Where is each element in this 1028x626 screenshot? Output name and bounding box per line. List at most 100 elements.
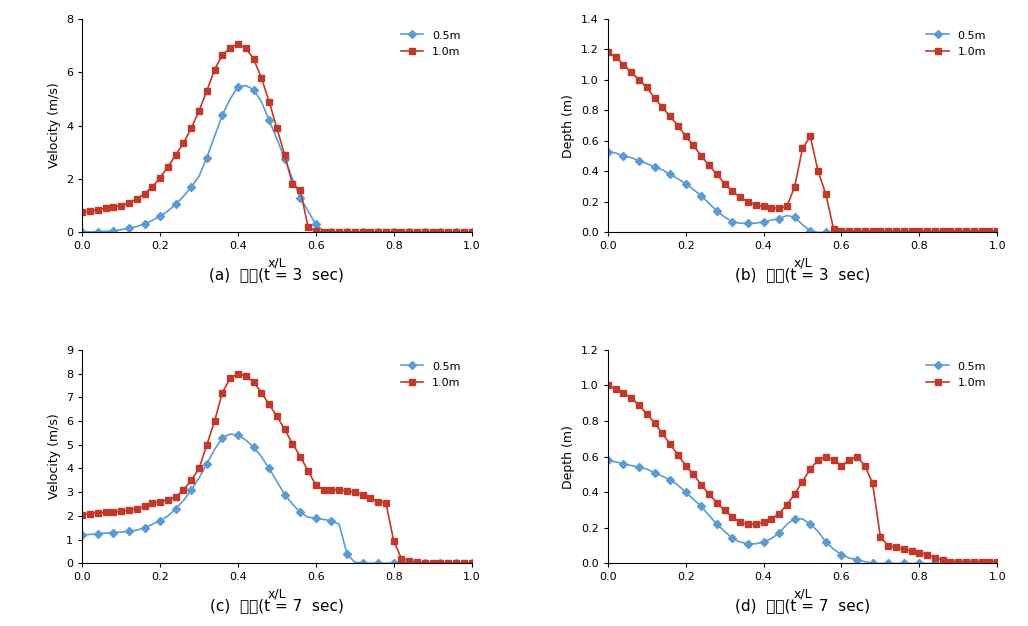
1.0m [200,87,213,95]
1.0m [858,462,871,470]
Text: (c)  유속(t = 7  sec): (c) 유속(t = 7 sec) [210,598,343,613]
1.0m [601,49,614,56]
0.5m [341,550,354,558]
0.5m [364,560,376,567]
1.0m [991,558,1003,565]
1.0m [719,506,731,514]
Y-axis label: Velocity (m/s): Velocity (m/s) [47,414,61,500]
X-axis label: x/L: x/L [267,257,286,270]
1.0m [325,228,337,236]
0.5m [867,560,879,567]
0.5m [601,148,614,155]
1.0m [688,471,700,478]
1.0m [890,227,903,235]
1.0m [193,464,206,472]
1.0m [193,107,206,115]
Text: (d)  수심(t = 7  sec): (d) 수심(t = 7 sec) [735,598,870,613]
0.5m [890,228,903,236]
Legend: 0.5m, 1.0m: 0.5m, 1.0m [921,356,992,394]
Line: 1.0m: 1.0m [79,41,474,235]
0.5m [726,535,738,542]
1.0m [457,228,470,236]
Legend: 0.5m, 1.0m: 0.5m, 1.0m [396,24,466,63]
0.5m [76,531,88,539]
Y-axis label: Velocity (m/s): Velocity (m/s) [47,83,61,168]
0.5m [991,560,1003,567]
0.5m [719,213,731,221]
Line: 0.5m: 0.5m [605,458,1000,566]
1.0m [601,382,614,389]
0.5m [193,173,206,180]
Text: (a)  유속(t = 3  sec): (a) 유속(t = 3 sec) [210,267,344,282]
1.0m [466,560,478,567]
0.5m [867,228,879,236]
1.0m [200,441,213,448]
1.0m [76,208,88,216]
1.0m [76,511,88,518]
0.5m [372,560,384,567]
0.5m [688,496,700,503]
0.5m [161,512,174,520]
0.5m [466,228,478,236]
0.5m [161,207,174,215]
0.5m [193,475,206,482]
Line: 0.5m: 0.5m [79,83,474,235]
1.0m [372,228,384,236]
0.5m [601,456,614,464]
Line: 1.0m: 1.0m [605,49,1000,233]
0.5m [372,228,384,236]
0.5m [983,560,995,567]
1.0m [983,558,995,565]
0.5m [858,558,871,565]
0.5m [688,186,700,193]
Legend: 0.5m, 1.0m: 0.5m, 1.0m [921,24,992,63]
1.0m [719,180,731,187]
1.0m [427,560,439,567]
1.0m [348,228,361,236]
X-axis label: x/L: x/L [794,257,812,270]
0.5m [457,560,470,567]
1.0m [466,228,478,236]
0.5m [983,228,995,236]
X-axis label: x/L: x/L [267,588,286,601]
0.5m [200,460,213,468]
0.5m [812,228,824,236]
Y-axis label: Depth (m): Depth (m) [562,424,576,488]
0.5m [333,228,345,236]
X-axis label: x/L: x/L [794,588,812,601]
0.5m [719,528,731,535]
1.0m [726,513,738,521]
0.5m [224,430,236,438]
Y-axis label: Depth (m): Depth (m) [562,94,576,158]
0.5m [240,82,252,90]
Text: (b)  수심(t = 3  sec): (b) 수심(t = 3 sec) [735,267,870,282]
Line: 1.0m: 1.0m [605,382,1000,565]
1.0m [688,141,700,149]
1.0m [867,227,879,235]
1.0m [231,370,244,377]
1.0m [882,542,894,550]
0.5m [76,228,88,235]
1.0m [161,496,174,503]
Line: 1.0m: 1.0m [79,371,474,566]
1.0m [457,560,470,567]
1.0m [983,227,995,235]
1.0m [364,495,376,502]
0.5m [726,218,738,225]
1.0m [945,558,957,565]
0.5m [457,228,470,236]
Line: 0.5m: 0.5m [79,431,474,566]
Legend: 0.5m, 1.0m: 0.5m, 1.0m [396,356,466,394]
0.5m [466,560,478,567]
1.0m [991,227,1003,235]
0.5m [348,228,361,236]
1.0m [341,487,354,495]
1.0m [231,41,244,48]
1.0m [161,163,174,171]
0.5m [200,154,213,162]
1.0m [726,187,738,195]
Line: 0.5m: 0.5m [605,149,1000,235]
1.0m [836,227,848,235]
0.5m [991,228,1003,236]
0.5m [890,560,903,567]
